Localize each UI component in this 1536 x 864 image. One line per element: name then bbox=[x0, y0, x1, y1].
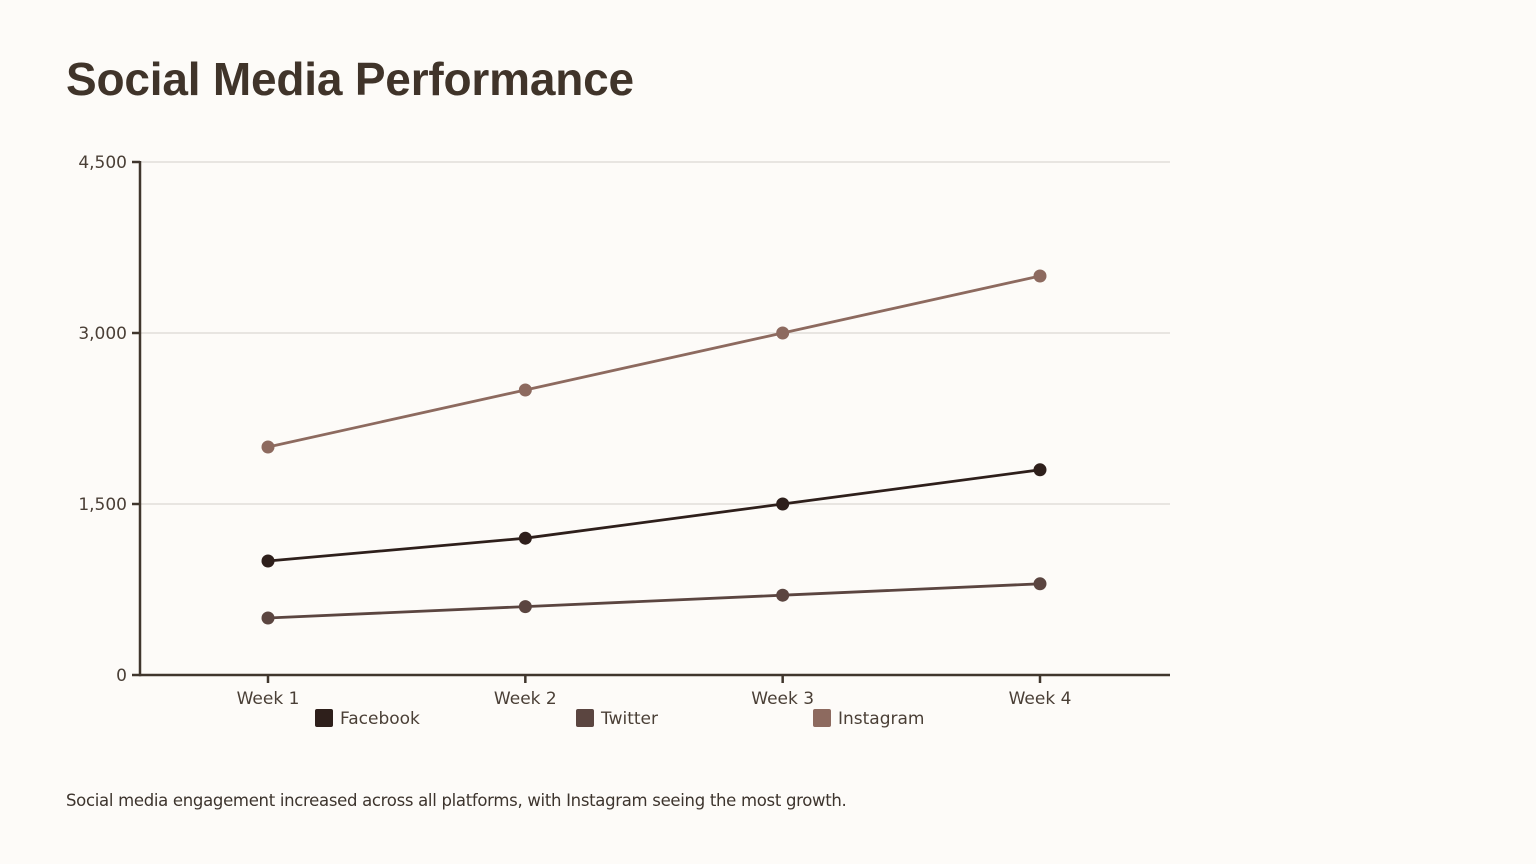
point-instagram bbox=[776, 326, 790, 340]
gridlines bbox=[140, 161, 1170, 505]
y-tick-label: 4,500 bbox=[78, 153, 127, 173]
legend-item-twitter: Twitter bbox=[576, 709, 658, 729]
y-tick-label: 0 bbox=[116, 666, 127, 686]
series-lines bbox=[267, 274, 1041, 620]
page-title: Social Media Performance bbox=[66, 53, 634, 105]
point-instagram bbox=[1033, 269, 1047, 283]
x-axis-ticks: Week 1 Week 2 Week 3 Week 4 bbox=[237, 675, 1072, 709]
legend: Facebook Twitter Instagram bbox=[315, 709, 925, 729]
point-instagram bbox=[518, 383, 532, 397]
point-instagram bbox=[261, 440, 275, 454]
x-tick-label: Week 1 bbox=[237, 689, 300, 709]
point-facebook bbox=[1033, 463, 1047, 477]
y-axis-ticks: 0 1,500 3,000 4,500 bbox=[78, 153, 140, 686]
point-twitter bbox=[776, 588, 790, 602]
line-twitter bbox=[267, 582, 1041, 620]
axes bbox=[138, 161, 1170, 677]
y-tick-label: 1,500 bbox=[78, 495, 127, 515]
legend-swatch-twitter bbox=[576, 709, 594, 727]
legend-swatch-facebook bbox=[315, 709, 333, 727]
line-facebook bbox=[267, 468, 1041, 563]
legend-label-instagram: Instagram bbox=[838, 709, 925, 729]
legend-label-twitter: Twitter bbox=[600, 709, 658, 729]
y-tick-label: 3,000 bbox=[78, 324, 127, 344]
legend-label-facebook: Facebook bbox=[340, 709, 420, 729]
series-points bbox=[261, 269, 1047, 625]
point-twitter bbox=[261, 611, 275, 625]
point-twitter bbox=[518, 600, 532, 614]
line-instagram bbox=[267, 274, 1041, 449]
x-tick-label: Week 4 bbox=[1009, 689, 1072, 709]
x-tick-label: Week 2 bbox=[494, 689, 557, 709]
point-facebook bbox=[518, 531, 532, 545]
legend-item-facebook: Facebook bbox=[315, 709, 420, 729]
legend-item-instagram: Instagram bbox=[813, 709, 925, 729]
chart-caption: Social media engagement increased across… bbox=[66, 791, 847, 810]
point-twitter bbox=[1033, 577, 1047, 591]
point-facebook bbox=[776, 497, 790, 511]
legend-swatch-instagram bbox=[813, 709, 831, 727]
x-tick-label: Week 3 bbox=[751, 689, 814, 709]
point-facebook bbox=[261, 554, 275, 568]
